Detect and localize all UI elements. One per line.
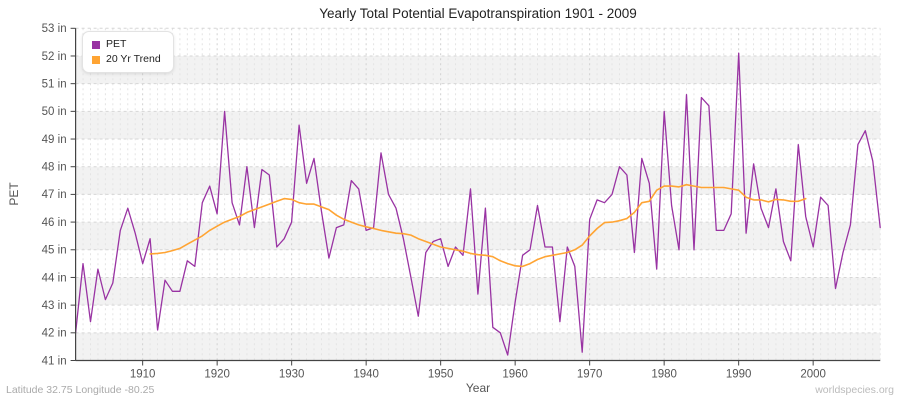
y-tick-label: 45 in xyxy=(42,245,67,257)
plot-layer: 41 in 42 in 43 in 44 in 45 in 46 in 47 in 48 in… xyxy=(42,23,881,381)
footer-attribution-coordinates: Latitude 32.75 Longitude -80.25 xyxy=(6,384,154,396)
y-axis-label: PET xyxy=(7,182,21,206)
y-tick-label: 41 in xyxy=(42,355,67,367)
y-tick-label: 42 in xyxy=(42,328,67,340)
y-tick-label: 47 in xyxy=(42,189,67,201)
x-tick-label: 1930 xyxy=(279,369,305,381)
legend-item-label: 20 Yr Trend xyxy=(106,53,161,65)
pet-series-swatch xyxy=(92,40,100,49)
x-tick-label: 1940 xyxy=(353,369,379,381)
y-tick-label: 53 in xyxy=(42,23,67,35)
x-tick-label: 1960 xyxy=(502,369,528,381)
footer-source-link: worldspecies.org xyxy=(814,384,894,396)
x-axis-label: Year xyxy=(466,381,490,395)
pet-line xyxy=(74,52,881,356)
legend-item-trend: 20 Yr Trend xyxy=(92,52,161,67)
x-tick-label: 1910 xyxy=(130,369,156,381)
x-tick-label: 2000 xyxy=(800,369,826,381)
legend-item-label: PET xyxy=(106,38,127,50)
legend: PET 20 Yr Trend xyxy=(82,31,174,73)
y-tick-label: 44 in xyxy=(42,272,67,284)
trend-series-swatch xyxy=(92,55,100,64)
y-tick-label: 50 in xyxy=(42,106,67,118)
y-tick-label: 49 in xyxy=(42,134,67,146)
y-tick-label: 43 in xyxy=(42,300,67,312)
trend-line xyxy=(149,183,807,268)
y-tick-label: 52 in xyxy=(42,51,67,63)
chart-title: Yearly Total Potential Evapotranspiratio… xyxy=(319,6,636,21)
x-tick-label: 1990 xyxy=(726,369,752,381)
y-tick-label: 46 in xyxy=(42,217,67,229)
x-tick-label: 1980 xyxy=(651,369,677,381)
x-tick-label: 1950 xyxy=(428,369,454,381)
y-tick-label: 48 in xyxy=(42,162,67,174)
legend-item-pet: PET xyxy=(92,37,161,52)
x-tick-label: 1970 xyxy=(577,369,603,381)
shade-band xyxy=(75,222,881,250)
x-tick-label: 1920 xyxy=(204,369,230,381)
shade-band xyxy=(75,332,881,361)
y-tick-label: 51 in xyxy=(42,78,67,90)
